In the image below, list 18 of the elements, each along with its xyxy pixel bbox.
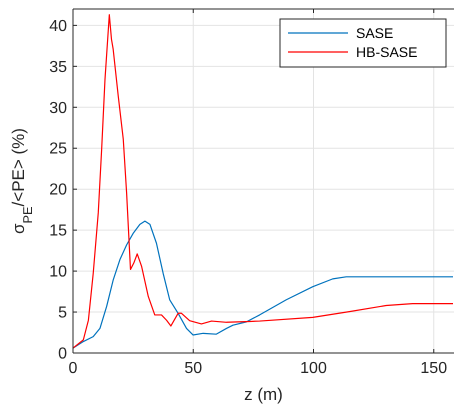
x-axis-title: z (m): [244, 385, 283, 404]
x-tick-label: 50: [184, 360, 202, 377]
line-series: [72, 220, 454, 349]
y-tick-label: 10: [49, 264, 68, 281]
x-tick-label: 150: [420, 360, 448, 377]
y-tick-label: 40: [49, 18, 68, 35]
y-tick-label: 25: [49, 140, 68, 158]
x-tick-label: 100: [300, 360, 327, 377]
line-series: [72, 14, 454, 349]
y-tick-label: 5: [58, 304, 68, 322]
y-tick-label: 0: [58, 346, 68, 362]
x-tick-label: 0: [68, 360, 78, 377]
legend-label: SASE: [356, 25, 394, 41]
legend-label: HB-SASE: [356, 44, 418, 60]
y-tick-label: 15: [49, 222, 68, 240]
y-tick-label: 20: [49, 182, 68, 199]
y-tick-label: 30: [49, 100, 68, 117]
y-tick-label: 35: [49, 58, 68, 76]
